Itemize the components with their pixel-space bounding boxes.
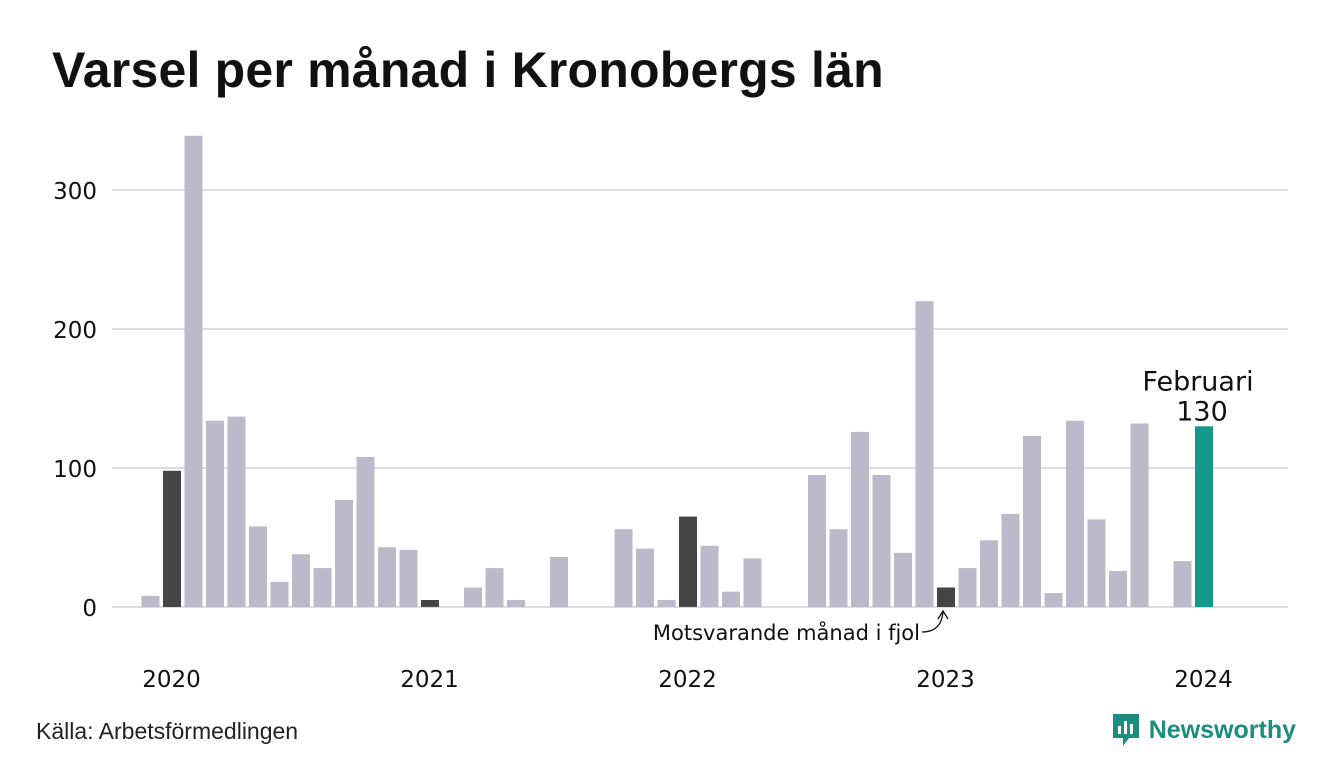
bar-2020-03: [184, 135, 203, 608]
bar-2020-06: [249, 526, 267, 607]
bar-2023-04: [980, 540, 998, 607]
bar-2024-02: [1195, 426, 1213, 607]
annotations: Februari 130 Motsvarande månad i fjol: [653, 366, 1254, 645]
bar-2021-02: [421, 600, 439, 607]
gridlines: [112, 189, 1288, 608]
bar-2023-01: [915, 301, 934, 607]
y-axis-tick-labels: 0 100 200 300: [53, 179, 97, 622]
bar-2022-09: [829, 529, 848, 607]
bar-2020-07: [270, 582, 289, 607]
x-tick-label: 2021: [400, 667, 459, 693]
last-year-arrowhead: [937, 609, 949, 620]
current-value-label: 130: [1176, 396, 1228, 427]
bar-2023-11: [1130, 423, 1149, 607]
bar-2021-06: [507, 600, 525, 607]
x-tick-label: 2022: [658, 667, 717, 693]
current-month-label: Februari: [1142, 366, 1253, 397]
x-tick-label: 2024: [1174, 667, 1233, 693]
bar-2020-01: [141, 595, 160, 607]
bar-2024-01: [1173, 561, 1192, 607]
last-year-note: Motsvarande månad i fjol: [653, 620, 920, 645]
bar-2021-08: [550, 557, 568, 607]
bar-2021-05: [485, 568, 504, 607]
bar-2022-11: [872, 475, 891, 607]
bar-2023-09: [1087, 519, 1106, 607]
chart-title: Varsel per månad i Kronobergs län: [52, 42, 884, 98]
bar-2022-10: [851, 431, 869, 607]
bar-2022-05: [743, 558, 762, 607]
bar-2022-01: [657, 600, 676, 607]
bar-2020-05: [227, 416, 246, 607]
bar-2023-10: [1109, 570, 1127, 607]
bar-2020-09: [313, 568, 332, 607]
bar-2022-08: [808, 475, 826, 607]
y-tick-label: 200: [53, 318, 97, 344]
bar-2023-08: [1066, 420, 1084, 607]
newsworthy-logo: Newsworthy: [1111, 712, 1296, 748]
bars: [141, 135, 1213, 608]
bar-2021-04: [464, 587, 482, 607]
bar-2021-11: [614, 529, 633, 607]
chart-bubble-icon: [1112, 714, 1139, 746]
y-tick-label: 300: [53, 179, 97, 205]
bar-2023-05: [1001, 513, 1020, 607]
bar-2022-04: [722, 591, 740, 607]
bar-2021-12: [636, 548, 654, 607]
bar-2022-03: [700, 545, 719, 607]
bar-2021-01: [399, 550, 418, 607]
bar-2023-02: [937, 587, 955, 607]
bar-2022-02: [679, 516, 697, 607]
bar-2020-10: [335, 500, 353, 607]
bar-2020-08: [292, 554, 310, 607]
y-tick-label: 0: [82, 596, 97, 622]
bar-2022-12: [894, 552, 912, 607]
last-year-arrow: [921, 610, 944, 633]
y-tick-label: 100: [53, 457, 97, 483]
bar-2020-12: [378, 547, 396, 607]
bar-2020-11: [356, 456, 375, 607]
brand-name: Newsworthy: [1148, 715, 1296, 744]
bar-2023-06: [1023, 436, 1041, 607]
x-tick-label: 2023: [916, 667, 975, 693]
bar-2023-07: [1044, 593, 1063, 607]
x-tick-label: 2020: [142, 667, 201, 693]
source-note: Källa: Arbetsförmedlingen: [36, 718, 299, 744]
bar-2020-02: [163, 470, 181, 607]
bar-2023-03: [958, 568, 977, 607]
x-axis-tick-labels: 2020 2021 2022 2023 2024: [142, 667, 1233, 693]
bar-2020-04: [206, 420, 224, 607]
